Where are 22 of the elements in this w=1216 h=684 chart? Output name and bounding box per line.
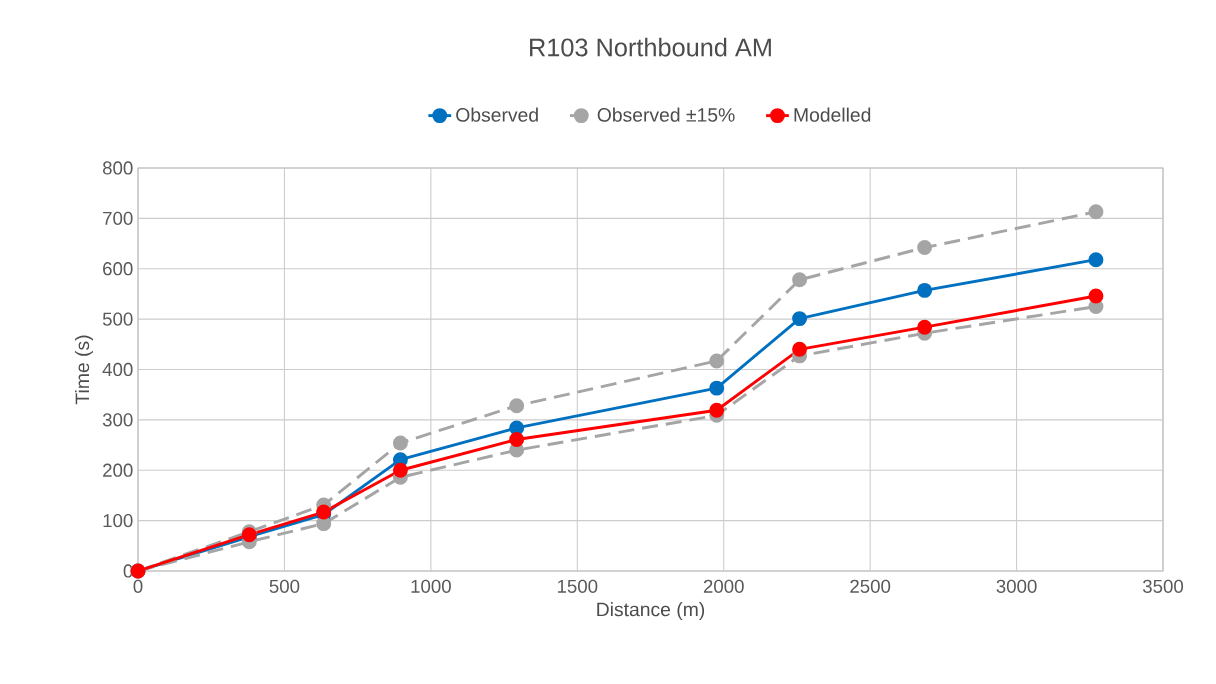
y-tick-label: 800 [102, 161, 133, 175]
chart-title: R103 Northbound AM [530, 37, 771, 57]
x-tick-label: 3500 [1142, 579, 1184, 593]
legend-label: Modelled [794, 107, 871, 122]
y-tick-label: 400 [102, 362, 133, 377]
y-tick-label: 100 [103, 513, 133, 528]
x-tick-label: 2000 [703, 579, 744, 593]
y-tick-label: 600 [103, 262, 133, 276]
y-axis-title: Time (s) [74, 335, 94, 405]
legend-label: Observed [456, 107, 538, 122]
y-tick-label: 200 [103, 463, 133, 477]
x-tick-label: 3000 [996, 579, 1037, 593]
y-tick-label: 500 [102, 312, 133, 326]
y-tick-label: 700 [103, 211, 133, 225]
y-tick-label: 300 [102, 413, 133, 427]
x-tick-label: 2500 [850, 579, 891, 593]
x-tick-label: 1500 [557, 579, 598, 593]
x-tick-label: 0 [133, 579, 143, 593]
legend-label: Observed ±15% [597, 107, 735, 122]
x-tick-label: 500 [269, 579, 300, 593]
x-axis-title: Distance (m) [597, 602, 705, 621]
x-tick-label: 1000 [411, 579, 451, 593]
